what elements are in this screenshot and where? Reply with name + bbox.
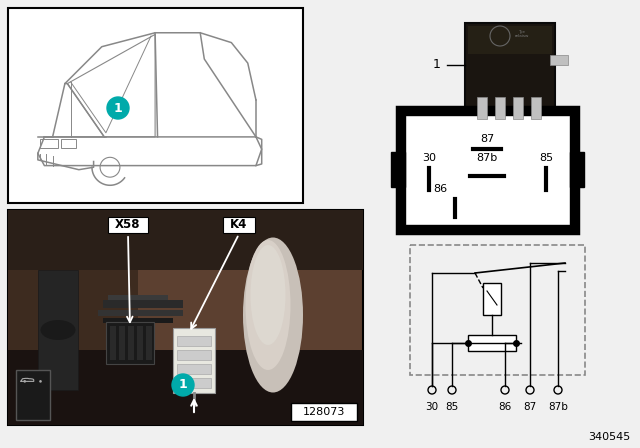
Bar	[405, 115, 570, 225]
Text: 86: 86	[499, 402, 511, 412]
Bar	[103, 318, 173, 323]
Bar	[119, 326, 125, 360]
Bar	[550, 55, 568, 65]
Bar	[405, 115, 570, 225]
Text: Tye
relaisw: Tye relaisw	[515, 30, 529, 38]
Bar	[495, 97, 505, 119]
Bar	[108, 295, 168, 300]
Bar	[177, 350, 211, 360]
Bar	[103, 300, 183, 308]
Circle shape	[107, 97, 129, 119]
Circle shape	[172, 374, 194, 396]
Text: X58: X58	[115, 219, 141, 232]
Bar	[468, 335, 516, 351]
Bar	[177, 336, 211, 346]
Bar	[8, 210, 363, 425]
Bar	[483, 283, 501, 315]
Bar	[106, 322, 154, 364]
Text: 30: 30	[422, 153, 436, 163]
Bar	[61, 139, 76, 147]
Ellipse shape	[40, 320, 76, 340]
Text: 87: 87	[524, 402, 536, 412]
Bar	[477, 97, 487, 119]
Bar	[137, 326, 143, 360]
Text: 30: 30	[426, 402, 438, 412]
Bar	[8, 210, 363, 270]
Text: 85: 85	[539, 153, 553, 163]
Bar	[108, 217, 148, 233]
Text: 86: 86	[433, 184, 447, 194]
Text: 87b: 87b	[548, 402, 568, 412]
Circle shape	[24, 381, 26, 382]
Text: 85: 85	[445, 402, 459, 412]
Bar	[468, 26, 552, 54]
Bar	[223, 217, 255, 233]
Bar	[146, 326, 152, 360]
Text: 1: 1	[114, 102, 122, 115]
Bar	[465, 23, 555, 108]
Text: K4: K4	[230, 219, 248, 232]
Bar	[173, 328, 215, 393]
Bar	[291, 403, 357, 421]
Bar	[40, 139, 58, 147]
Bar	[415, 125, 560, 215]
Ellipse shape	[250, 245, 285, 345]
Bar	[177, 378, 211, 388]
Bar	[8, 8, 303, 203]
Circle shape	[40, 381, 41, 382]
Bar	[128, 326, 134, 360]
Bar	[38, 270, 78, 390]
Ellipse shape	[246, 240, 291, 370]
Text: 87b: 87b	[476, 153, 498, 163]
Bar	[8, 350, 363, 425]
Bar	[177, 364, 211, 374]
Text: 1: 1	[433, 59, 441, 72]
Text: 128073: 128073	[303, 407, 345, 417]
Bar	[8, 270, 138, 425]
Bar	[410, 245, 585, 375]
Bar	[16, 370, 50, 420]
Bar	[98, 310, 183, 316]
Text: 340545: 340545	[588, 432, 630, 442]
Bar	[570, 152, 584, 187]
Text: 87: 87	[480, 134, 494, 144]
Text: 1: 1	[179, 379, 188, 392]
Ellipse shape	[243, 237, 303, 392]
Bar	[110, 326, 116, 360]
Bar	[391, 152, 405, 187]
Bar	[513, 97, 523, 119]
Bar	[531, 97, 541, 119]
